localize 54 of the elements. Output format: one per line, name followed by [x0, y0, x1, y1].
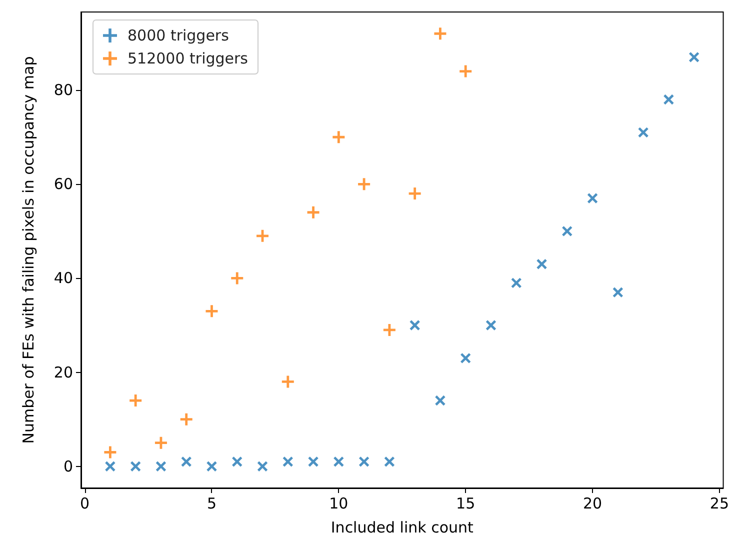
x-tick-label: 10	[329, 494, 348, 512]
point	[536, 259, 547, 270]
point	[307, 206, 320, 218]
point	[282, 376, 294, 388]
point	[156, 461, 166, 472]
y-tick-label: 60	[54, 175, 73, 194]
x-tick-label: 25	[710, 494, 730, 512]
point	[332, 131, 345, 144]
point	[257, 461, 268, 472]
point	[130, 461, 141, 472]
y-tick-label: 0	[63, 457, 73, 476]
point	[358, 456, 370, 467]
point	[130, 394, 142, 407]
x-tick-label: 15	[456, 494, 476, 512]
x-tick-label: 0	[80, 494, 90, 512]
point	[105, 461, 116, 472]
point	[408, 188, 421, 200]
x-axis-title: Included link count	[330, 518, 474, 536]
point	[410, 320, 420, 330]
x-tick-label: 20	[582, 494, 602, 512]
point	[460, 65, 472, 78]
legend-label: 512000 triggers	[128, 50, 248, 68]
point	[104, 446, 116, 458]
point	[180, 413, 192, 426]
point	[562, 226, 572, 236]
y-tick-label: 80	[54, 81, 73, 100]
point	[434, 28, 446, 40]
point	[384, 456, 395, 467]
point	[256, 230, 269, 242]
point	[612, 287, 624, 298]
y-axis-title: Number of FEs with failing pixels in occupancy map	[20, 56, 38, 444]
point	[638, 127, 648, 138]
point	[282, 456, 293, 467]
point	[460, 353, 471, 364]
point	[587, 193, 598, 204]
point	[231, 272, 244, 284]
point	[664, 94, 674, 105]
point	[232, 456, 242, 467]
legend-label: 8000 triggers	[128, 26, 230, 44]
point	[154, 436, 167, 449]
point	[181, 456, 192, 467]
point	[383, 324, 396, 336]
point	[486, 320, 496, 330]
point	[206, 305, 218, 318]
y-tick-label: 40	[54, 269, 73, 288]
point	[511, 278, 522, 288]
y-tick-label: 20	[54, 363, 73, 382]
point	[206, 461, 217, 472]
point	[358, 178, 370, 190]
point	[688, 52, 700, 62]
point	[308, 456, 318, 467]
point	[334, 456, 344, 467]
point	[435, 395, 446, 406]
x-tick-label: 5	[206, 494, 217, 512]
